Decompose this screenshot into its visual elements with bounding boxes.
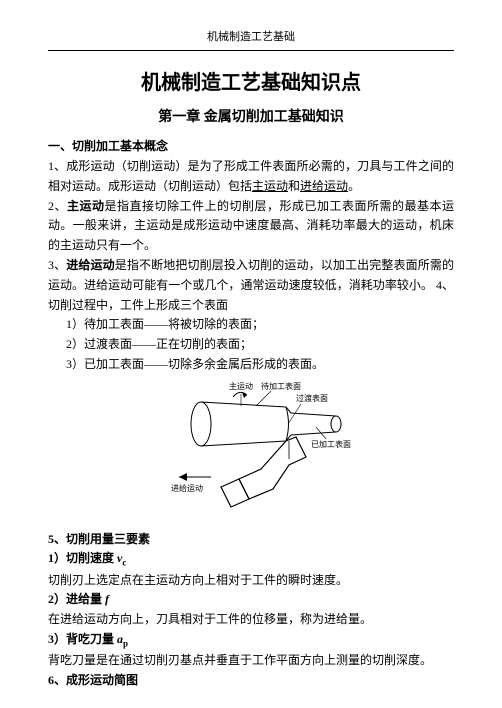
- s5-2-var: f: [105, 592, 109, 606]
- fig-label-transition-surface: 过渡表面: [296, 393, 328, 403]
- p1-text1: 成形运动（切削运动）是为了形成工件表面所必需的，刀具与工件之间的相对运动。成形运…: [48, 159, 454, 193]
- section-6-heading: 6、成形运动简图: [48, 671, 454, 691]
- s5-3-sub: p: [123, 638, 128, 648]
- chapter-title: 第一章 金属切削加工基础知识: [48, 106, 454, 129]
- item-5-1-heading: 1）切削速度 vc: [48, 549, 454, 570]
- paragraph-3: 3、进给运动是指不断地把切削层投入切削的运动，以加工出完整表面所需的运动。进给运…: [48, 256, 454, 315]
- fig-label-main-motion: 主运动: [229, 381, 253, 391]
- paragraph-2: 2、主运动是指直接切除工件上的切削层，形成已加工表面所需的最基本运动。一般来讲，…: [48, 197, 454, 256]
- p1-underline-2: 进给运动: [300, 179, 348, 193]
- p3-bold: 进给运动: [66, 258, 114, 272]
- p1-num: 1、: [48, 159, 66, 173]
- s5-3-bold: 3）背吃刀量: [48, 632, 117, 646]
- item-5-3-heading: 3）背吃刀量 ap: [48, 630, 454, 651]
- item-5-2-text: 在进给运动方向上，刀具相对于工件的位移量，称为进给量。: [48, 610, 454, 630]
- item-5-1-text: 切削刃上选定点在主运动方向上相对于工件的瞬时速度。: [48, 571, 454, 591]
- p2-text: 是指直接切除工件上的切削层，形成已加工表面所需的最基本运动。一般来讲，主运动是成…: [48, 199, 454, 253]
- item-5-3-text: 背吃刀量是在通过切削刃基点并垂直于工作平面方向上测量的切削深度。: [48, 651, 454, 671]
- list-item-3: 3）已加工表面——切除多余金属后形成的表面。: [48, 355, 454, 375]
- list-item-2: 2）过渡表面——正在切削的表面；: [48, 335, 454, 355]
- item-5-2-heading: 2）进给量 f: [48, 590, 454, 610]
- section-1-heading: 一、切削加工基本概念: [48, 137, 454, 157]
- page-header: 机械制造工艺基础: [48, 28, 454, 51]
- p2-bold: 主运动: [67, 199, 105, 213]
- p2-num: 2、: [48, 199, 67, 213]
- fig-label-feed-motion: 进给运动: [171, 483, 203, 493]
- p1-and: 和: [288, 179, 300, 193]
- s5-2-bold: 2）进给量: [48, 592, 105, 606]
- section-5-heading: 5、切削用量三要素: [48, 530, 454, 550]
- main-title: 机械制造工艺基础知识点: [48, 67, 454, 100]
- p3-num: 3、: [48, 258, 66, 272]
- list-item-1: 1）待加工表面——将被切除的表面；: [48, 315, 454, 335]
- p1-end: 。: [348, 179, 360, 193]
- paragraph-1: 1、成形运动（切削运动）是为了形成工件表面所必需的，刀具与工件之间的相对运动。成…: [48, 157, 454, 197]
- fig-label-raw-surface: 待加工表面: [261, 381, 301, 391]
- fig-label-machined-surface: 已加工表面: [311, 439, 351, 449]
- p1-underline-1: 主运动: [252, 179, 288, 193]
- cutting-diagram-svg: 主运动 待加工表面 过渡表面 已加工表面 进给运动: [141, 379, 361, 519]
- cutting-diagram: 主运动 待加工表面 过渡表面 已加工表面 进给运动: [48, 379, 454, 526]
- s5-1-bold: 1）切削速度: [48, 551, 117, 565]
- s5-1-sub: c: [122, 558, 126, 568]
